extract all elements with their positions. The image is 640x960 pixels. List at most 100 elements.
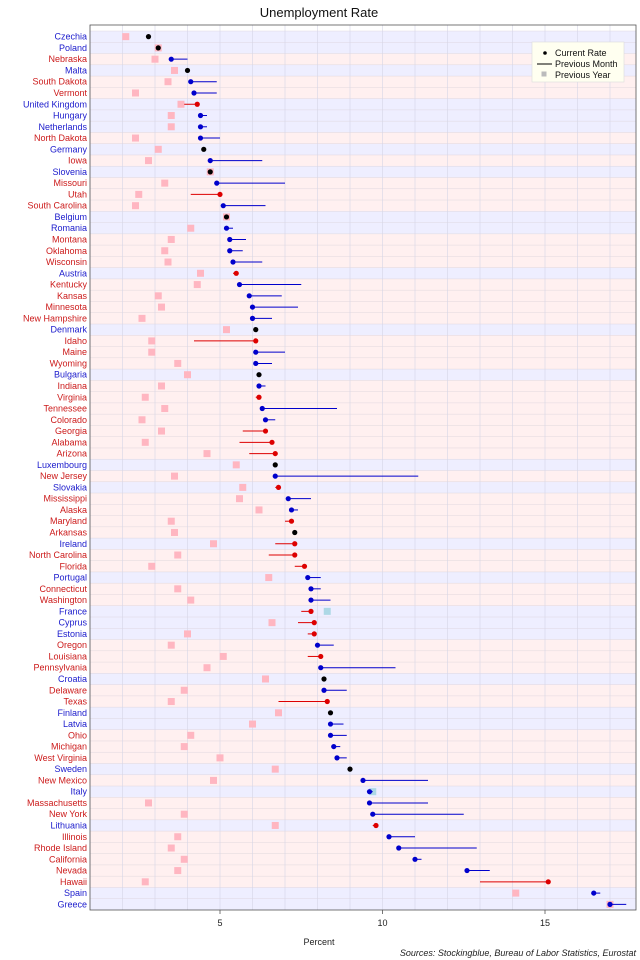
current-rate-point xyxy=(288,518,295,524)
previous-year-marker xyxy=(167,844,175,852)
row-label: Lithuania xyxy=(50,820,87,830)
row-band xyxy=(90,763,636,775)
row-label: Alaska xyxy=(60,505,87,515)
current-rate-point xyxy=(236,281,243,288)
row-band xyxy=(90,222,636,234)
row-label: Portugal xyxy=(53,573,87,583)
row-label: Poland xyxy=(59,43,87,53)
current-rate-point xyxy=(256,383,262,389)
previous-year-marker xyxy=(174,551,182,559)
row-band xyxy=(90,740,636,753)
current-rate-point xyxy=(256,372,262,378)
row-label: Connecticut xyxy=(39,584,87,594)
row-band xyxy=(90,876,636,888)
previous-year-marker xyxy=(132,202,139,210)
row-band xyxy=(90,752,636,764)
row-band xyxy=(90,31,636,43)
previous-year-marker xyxy=(167,517,175,525)
previous-year-marker xyxy=(512,889,520,897)
previous-year-marker xyxy=(167,123,175,131)
legend-current-marker xyxy=(543,51,547,55)
current-rate-point xyxy=(327,732,334,738)
row-label: Vermont xyxy=(53,88,87,98)
current-rate-point xyxy=(318,653,324,660)
row-label: Belgium xyxy=(54,212,87,222)
row-band xyxy=(90,143,636,155)
current-rate-point xyxy=(197,135,204,141)
current-rate-point xyxy=(256,394,262,400)
row-label: Oregon xyxy=(57,640,87,650)
row-band xyxy=(90,887,636,899)
x-tick-label: 5 xyxy=(217,918,222,928)
row-label: Cyprus xyxy=(58,618,87,628)
row-band xyxy=(90,98,636,110)
row-label: Sweden xyxy=(54,764,87,774)
previous-year-marker xyxy=(122,33,130,41)
current-rate-point xyxy=(188,79,194,85)
row-band xyxy=(90,335,636,347)
data-marks xyxy=(122,33,627,908)
row-label: North Dakota xyxy=(34,133,87,143)
previous-year-marker xyxy=(268,619,276,627)
previous-year-marker xyxy=(180,855,188,863)
row-band xyxy=(90,898,636,910)
x-axis-label: Percent xyxy=(303,937,335,947)
previous-year-marker xyxy=(141,393,149,401)
row-label: Austria xyxy=(59,268,87,278)
row-band xyxy=(90,560,636,572)
current-rate-point xyxy=(168,56,174,62)
current-rate-point xyxy=(275,484,282,491)
row-label: Hawaii xyxy=(60,877,87,887)
row-band xyxy=(90,673,636,685)
previous-year-marker xyxy=(236,495,243,503)
row-band xyxy=(90,402,636,415)
current-rate-point xyxy=(327,710,334,716)
previous-year-marker xyxy=(174,359,182,367)
row-band xyxy=(90,233,636,246)
previous-year-marker xyxy=(187,224,195,232)
row-band xyxy=(90,853,636,865)
row-band xyxy=(90,278,636,291)
previous-year-marker xyxy=(148,337,156,345)
previous-year-marker xyxy=(262,675,269,683)
row-label: Ohio xyxy=(68,730,87,740)
plot-frame xyxy=(89,24,637,911)
current-rate-point xyxy=(318,665,324,671)
previous-year-marker xyxy=(187,596,195,604)
current-rate-point xyxy=(201,146,207,152)
current-rate-point xyxy=(233,270,239,276)
current-rate-point xyxy=(246,293,252,299)
row-label: New York xyxy=(49,809,88,819)
previous-year-marker xyxy=(174,833,182,841)
current-rate-point xyxy=(366,800,373,806)
row-label: Nebraska xyxy=(48,54,87,64)
current-rate-point xyxy=(223,214,230,220)
previous-year-marker xyxy=(167,235,175,243)
row-band xyxy=(90,256,636,268)
current-rate-point xyxy=(360,777,366,784)
current-rate-point xyxy=(269,439,275,445)
current-rate-point xyxy=(370,811,376,817)
current-rate-point xyxy=(253,349,259,355)
row-label: Idaho xyxy=(64,336,87,346)
current-rate-point xyxy=(253,360,259,367)
current-rate-point xyxy=(545,879,551,885)
previous-year-marker xyxy=(167,112,175,120)
row-band xyxy=(90,695,636,708)
row-band xyxy=(90,346,636,358)
current-rate-point xyxy=(285,496,291,502)
row-label: Indiana xyxy=(57,381,87,391)
current-rate-point xyxy=(292,552,298,558)
row-label: Iowa xyxy=(68,156,87,166)
row-band xyxy=(90,391,636,403)
row-band xyxy=(90,797,636,809)
row-band xyxy=(90,493,636,505)
current-rate-point xyxy=(292,529,298,536)
row-band xyxy=(90,628,636,640)
previous-year-marker xyxy=(216,754,224,762)
row-label: Texas xyxy=(63,697,87,707)
previous-year-marker xyxy=(184,371,191,379)
current-rate-point xyxy=(197,112,204,119)
previous-year-marker xyxy=(164,78,172,86)
